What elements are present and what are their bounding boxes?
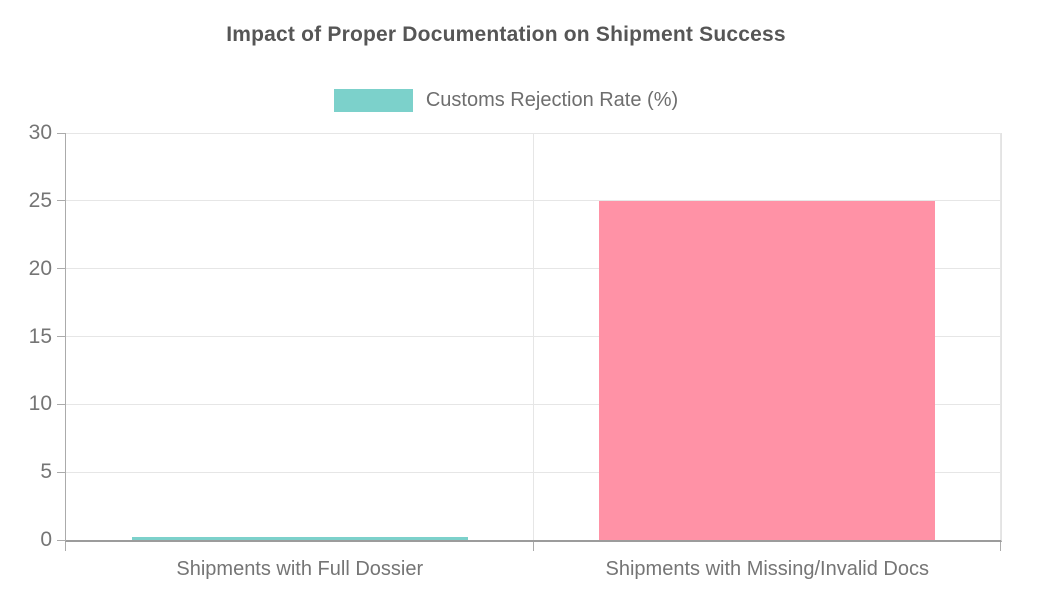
chart-title: Impact of Proper Documentation on Shipme… [226, 23, 786, 46]
y-axis-tick [57, 132, 66, 134]
y-axis-tick-label: 15 [28, 324, 52, 348]
gridline [66, 471, 1001, 473]
gridline [532, 133, 534, 540]
gridline [66, 403, 1001, 405]
gridline [66, 336, 1001, 337]
plot-area: 0 5 10 15 20 25 30 Shipments with Full Dossier S… [29, 121, 1002, 580]
gridline [1000, 133, 1001, 540]
legend-label: Customs Rejection Rate (%) [425, 89, 679, 111]
legend: Customs Rejection Rate (%) [0, 89, 1012, 112]
y-axis-tick-label: 20 [28, 256, 52, 280]
x-axis-category-label: Shipments with Full Dossier [176, 558, 424, 580]
x-axis-tick [1000, 542, 1001, 551]
y-axis-tick-label: 10 [28, 392, 52, 416]
gridline [66, 200, 1001, 202]
gridline [66, 268, 1001, 270]
x-axis-category-label: Shipments with Missing/Invalid Docs [605, 558, 929, 580]
x-axis-tick [532, 542, 534, 551]
y-axis-tick [57, 268, 66, 270]
gridline [66, 132, 1001, 134]
y-axis-tick-label: 30 [28, 121, 52, 144]
y-axis-tick-label: 5 [40, 460, 52, 484]
y-axis-tick-label: 0 [40, 528, 52, 551]
y-axis-tick-label: 25 [28, 188, 52, 212]
y-axis-tick [57, 403, 66, 405]
y-axis-tick [57, 471, 66, 473]
y-axis-tick [57, 539, 66, 541]
x-axis-tick [65, 542, 66, 551]
y-axis-tick [57, 200, 66, 202]
legend-swatch [333, 89, 413, 112]
bar [131, 537, 468, 540]
y-axis-tick [57, 336, 66, 337]
bar [599, 201, 936, 540]
